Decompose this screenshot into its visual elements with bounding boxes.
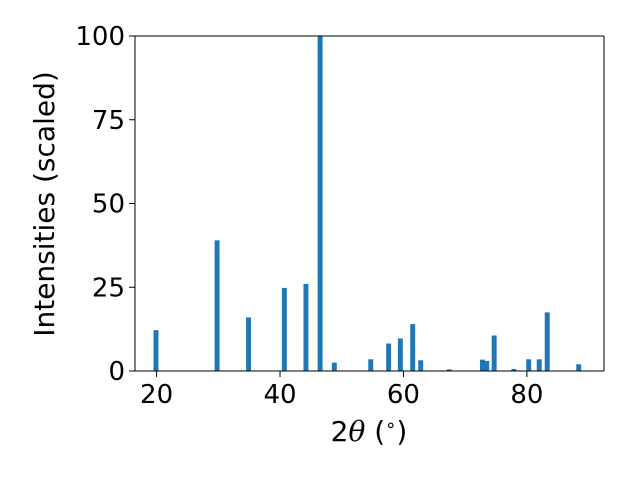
y-tick-label-1: 25: [92, 273, 125, 303]
bar-5: [317, 36, 323, 371]
bar-2: [246, 317, 252, 371]
bar-14: [484, 360, 490, 371]
y-tick-label-0: 0: [108, 357, 125, 387]
bar-19: [544, 312, 550, 372]
bar-4: [303, 283, 309, 371]
bar-12: [446, 369, 452, 371]
bar-18: [536, 359, 542, 371]
y-tick-label-3: 75: [92, 106, 125, 136]
x-axis-label: 2θ (∘): [331, 415, 408, 448]
bar-15: [491, 335, 497, 371]
x-axis-label-unit: ∘: [385, 415, 396, 436]
x-tick-label-3: 80: [510, 380, 543, 410]
x-axis-label-symbol: θ: [348, 415, 365, 448]
axes-frame: [134, 35, 605, 372]
bar-6: [331, 362, 337, 372]
y-tick-label-4: 100: [75, 22, 125, 52]
x-tick-label-2: 60: [387, 380, 420, 410]
bar-3: [281, 287, 287, 371]
bar-20: [576, 364, 582, 371]
x-axis-label-suffix: (: [365, 415, 385, 448]
bar-7: [368, 359, 374, 371]
bar-13: [479, 359, 485, 371]
x-axis-ticks: 20 40 60 80: [140, 371, 543, 410]
bar-9: [397, 338, 403, 371]
x-tick-label-1: 40: [263, 380, 296, 410]
bar-1: [214, 240, 220, 371]
x-axis-label-prefix: 2: [331, 415, 349, 448]
x-tick-label-0: 20: [140, 380, 173, 410]
y-axis-label: Intensities (scaled): [28, 71, 61, 337]
bars-layer: [153, 36, 582, 372]
bar-17: [526, 359, 532, 371]
y-axis-ticks: 0 25 50 75 100: [75, 22, 135, 387]
bar-8: [386, 343, 392, 371]
bar-10: [410, 324, 416, 371]
y-tick-label-2: 50: [92, 190, 125, 220]
bar-11: [418, 360, 424, 371]
bar-0: [153, 330, 159, 371]
bar-16: [511, 368, 517, 371]
x-axis-label-close: ): [396, 415, 407, 448]
